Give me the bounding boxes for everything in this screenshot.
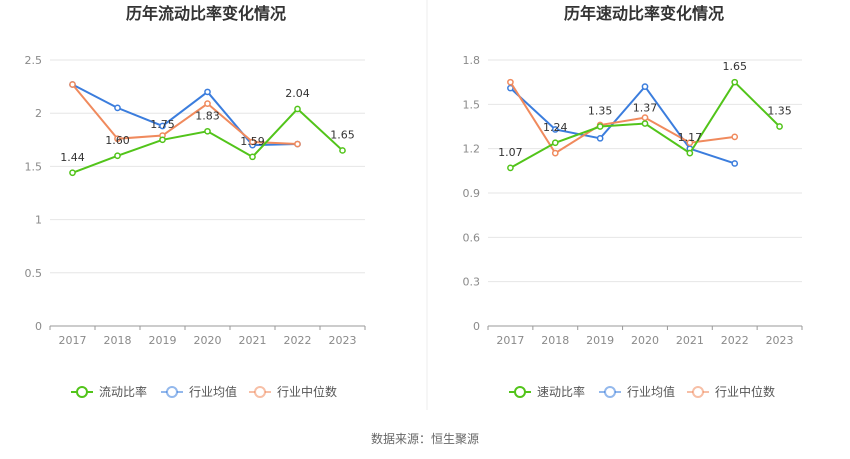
y-tick-label: 0.6 <box>463 231 481 244</box>
data-point <box>114 104 121 112</box>
chart-title: 历年流动比率变化情况 <box>126 4 286 23</box>
quick-ratio-chart: 历年速动比率变化情况 0 0.3 0.6 0.9 1.2 1.5 1.8 2017 2018 201… <box>463 4 803 399</box>
legend-label: 行业中位数 <box>277 384 337 399</box>
y-tick-label: 0 <box>35 320 42 333</box>
legend-marker-icon <box>692 386 704 398</box>
data-label: 1.60 <box>105 134 130 147</box>
data-point <box>69 81 76 88</box>
data-point <box>69 169 76 177</box>
series-line-1 <box>72 83 298 147</box>
x-tick-label: 2022 <box>721 334 749 347</box>
data-point <box>114 135 121 143</box>
x-tick-label: 2018 <box>104 334 132 347</box>
data-label: 1.65 <box>722 60 747 73</box>
x-tick-label: 2023 <box>766 334 794 347</box>
data-label: 1.37 <box>633 102 658 115</box>
series-line-2 <box>71 83 298 146</box>
data-label: 1.07 <box>498 146 523 159</box>
data-point <box>686 139 694 147</box>
legend-label: 行业均值 <box>189 384 237 399</box>
y-tick-label: 0 <box>473 320 480 333</box>
y-tick-label: 1.8 <box>463 54 481 67</box>
data-label: 1.44 <box>60 151 85 164</box>
data-point <box>596 123 604 130</box>
data-point <box>249 138 256 146</box>
data-label: 1.59 <box>240 135 265 148</box>
legend-label: 行业中位数 <box>715 384 775 399</box>
y-tick-label: 0.5 <box>25 267 43 280</box>
data-point <box>159 136 166 144</box>
x-tick-label: 2021 <box>676 334 704 347</box>
legend-marker-icon <box>166 386 178 398</box>
legend-marker-icon <box>604 386 616 398</box>
x-tick-label: 2022 <box>284 334 312 347</box>
data-point <box>551 139 559 147</box>
data-point <box>731 160 739 167</box>
x-tick-label: 2017 <box>496 334 524 347</box>
y-tick-label: 2 <box>35 107 42 120</box>
x-tick-label: 2020 <box>631 334 659 347</box>
data-point <box>507 164 514 172</box>
data-label: 2.04 <box>285 87 310 100</box>
current-ratio-chart: 历年流动比率变化情况 0 0.5 1 1.5 2 2.5 2017 2018 2019 2020 20… <box>25 4 366 399</box>
x-tick-label: 2023 <box>329 334 357 347</box>
data-source-note: 数据来源：恒生聚源 <box>370 432 479 446</box>
data-label: 1.35 <box>767 105 792 118</box>
x-tick-label: 2020 <box>194 334 222 347</box>
x-tick-label: 2018 <box>541 334 569 347</box>
data-point <box>641 114 649 121</box>
data-label: 1.35 <box>588 105 613 118</box>
y-tick-label: 1 <box>35 214 42 227</box>
data-point <box>641 83 649 90</box>
data-point <box>339 147 346 154</box>
data-label: 1.65 <box>330 128 355 141</box>
data-point <box>507 78 514 86</box>
y-tick-label: 1.2 <box>463 143 481 156</box>
legend-marker-icon <box>514 386 526 398</box>
data-label: 1.83 <box>195 109 220 122</box>
legend-label: 流动比率 <box>99 384 147 399</box>
data-point <box>551 126 559 133</box>
data-point <box>731 78 739 86</box>
data-point <box>204 100 211 107</box>
y-tick-label: 0.3 <box>463 276 481 289</box>
legend-marker-icon <box>254 386 266 398</box>
y-tick-label: 0.9 <box>463 187 481 200</box>
x-tick-label: 2017 <box>59 334 87 347</box>
data-point <box>204 88 211 96</box>
chart-title: 历年速动比率变化情况 <box>564 4 724 23</box>
data-point <box>294 140 301 148</box>
legend-label: 行业均值 <box>627 384 675 399</box>
data-label: 1.24 <box>543 121 568 134</box>
legend-marker-icon <box>76 386 88 398</box>
data-point <box>596 134 604 142</box>
data-point <box>294 105 301 113</box>
data-label: 1.75 <box>150 118 175 131</box>
data-point <box>641 120 649 127</box>
data-point <box>731 133 739 141</box>
data-point <box>686 149 694 157</box>
data-point <box>114 152 121 160</box>
data-point <box>776 123 783 130</box>
x-tick-label: 2021 <box>239 334 267 347</box>
data-label: 1.17 <box>678 131 703 144</box>
series-line-1 <box>509 84 736 165</box>
data-point <box>551 149 559 157</box>
x-tick-label: 2019 <box>149 334 177 347</box>
y-tick-label: 1.5 <box>463 98 481 111</box>
y-tick-label: 2.5 <box>25 54 43 67</box>
x-tick-label: 2019 <box>586 334 614 347</box>
data-point <box>204 127 211 135</box>
y-tick-label: 1.5 <box>25 160 43 173</box>
data-point <box>249 153 256 161</box>
data-point <box>159 122 166 130</box>
legend-label: 速动比率 <box>537 384 585 399</box>
